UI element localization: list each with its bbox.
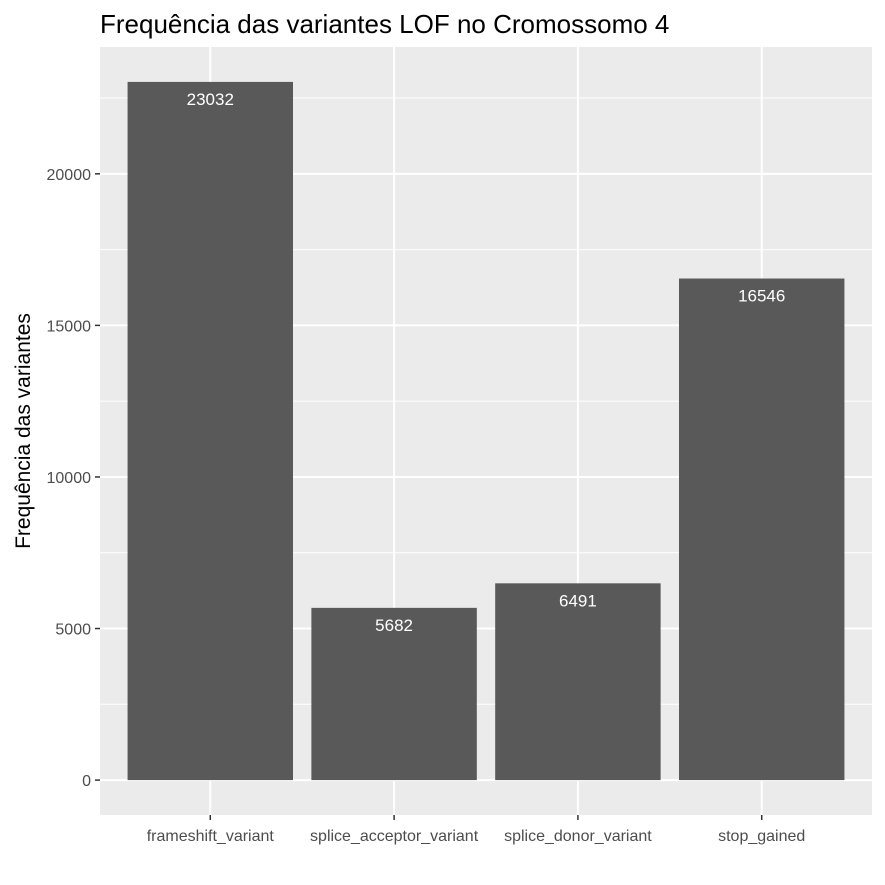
data-label: 23032 — [187, 90, 234, 109]
bar — [311, 607, 477, 781]
x-tick-label: frameshift_variant — [147, 828, 275, 845]
bars — [127, 81, 845, 781]
bar — [495, 583, 661, 781]
y-tick-label: 10000 — [47, 470, 92, 487]
y-axis-label: Frequência das variantes — [12, 313, 35, 549]
x-tick-label: splice_donor_variant — [504, 828, 652, 845]
x-tick-label: stop_gained — [718, 828, 805, 845]
y-tick-label: 15000 — [47, 318, 92, 335]
data-label: 5682 — [375, 616, 413, 635]
bar — [127, 81, 293, 781]
y-tick-label: 20000 — [47, 167, 92, 184]
x-axis: frameshift_variant splice_acceptor_varian… — [147, 815, 805, 845]
data-label: 16546 — [738, 287, 785, 306]
chart-title: Frequência das variantes LOF no Cromosso… — [100, 9, 669, 39]
y-tick-label: 5000 — [55, 622, 91, 639]
bar — [679, 278, 845, 781]
x-tick-label: splice_acceptor_variant — [310, 828, 479, 845]
data-labels: 23032 5682 6491 16546 — [187, 90, 786, 635]
y-tick-label: 0 — [82, 773, 91, 790]
y-axis: 0 5000 10000 15000 20000 — [47, 167, 100, 790]
data-label: 6491 — [559, 591, 597, 610]
